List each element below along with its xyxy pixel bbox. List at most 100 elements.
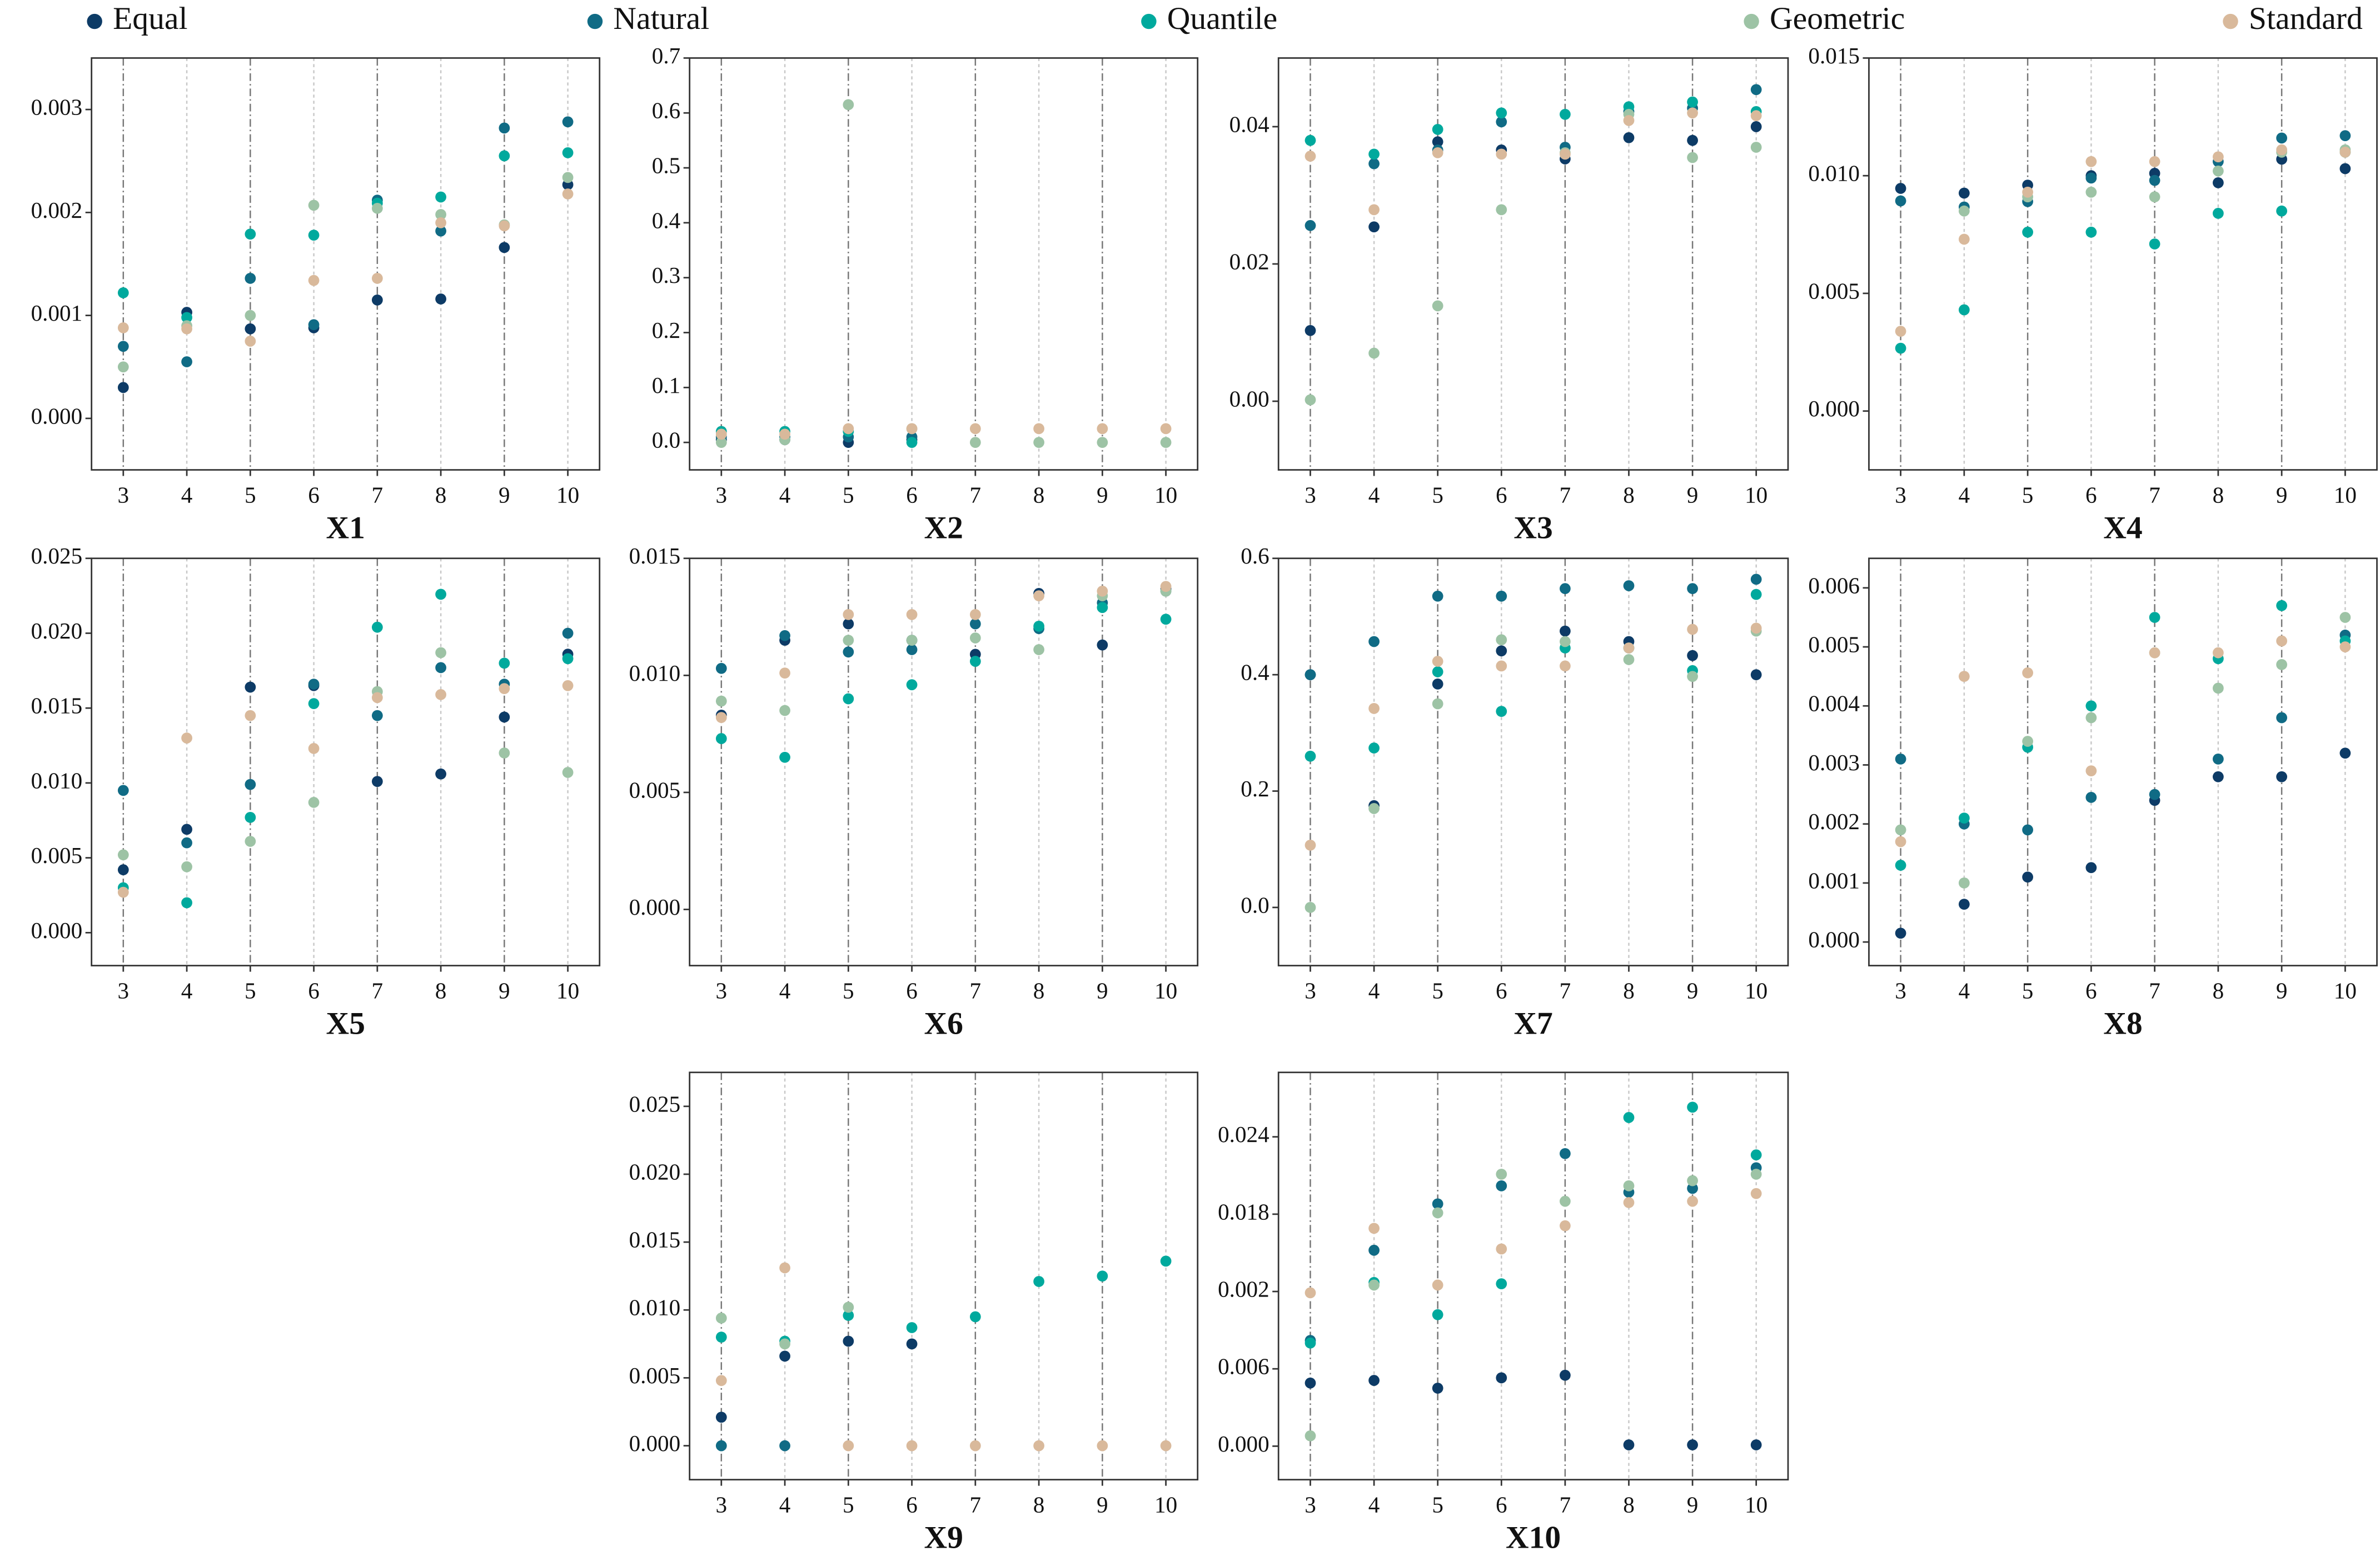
legend-label: Equal xyxy=(113,1,187,36)
point xyxy=(1623,1112,1635,1123)
x-tick-label: 4 xyxy=(181,978,193,1003)
x-tick-label: 6 xyxy=(1496,978,1507,1003)
point xyxy=(1304,220,1316,231)
y-tick-label: 0.010 xyxy=(629,1295,681,1320)
y-tick-label: 0.010 xyxy=(31,767,83,793)
point xyxy=(715,733,727,744)
point xyxy=(499,711,510,723)
point xyxy=(1304,394,1316,406)
point xyxy=(843,1301,854,1313)
point xyxy=(779,630,790,641)
x-tick-label: 7 xyxy=(372,482,384,507)
point xyxy=(1368,1223,1380,1234)
y-tick-label: 0.005 xyxy=(629,1363,681,1388)
x-tick-label: 6 xyxy=(1496,482,1507,507)
point xyxy=(1432,147,1443,158)
x-tick-label: 8 xyxy=(435,482,447,507)
point xyxy=(1750,589,1762,600)
point xyxy=(562,116,574,128)
point xyxy=(779,1440,790,1452)
point xyxy=(843,99,854,111)
x-tick-label: 9 xyxy=(2276,482,2288,507)
point xyxy=(1368,148,1380,160)
y-tick-label: 0.004 xyxy=(1808,691,1860,716)
point xyxy=(2085,186,2097,198)
x-tick-label: 8 xyxy=(1033,978,1045,1003)
point xyxy=(1496,107,1507,119)
point xyxy=(906,1322,918,1333)
point xyxy=(1368,742,1380,754)
point xyxy=(969,618,981,630)
point xyxy=(1560,1148,1571,1159)
point xyxy=(1560,625,1571,637)
point xyxy=(1958,877,1970,889)
x-tick-label: 6 xyxy=(906,1492,918,1518)
point xyxy=(1687,1175,1698,1186)
point xyxy=(2212,771,2224,782)
y-tick-label: 0.002 xyxy=(1218,1276,1269,1301)
point xyxy=(1895,860,1906,871)
y-tick-label: 0.015 xyxy=(1808,43,1860,68)
x-tick-label: 7 xyxy=(970,482,982,507)
x-tick-label: 9 xyxy=(2276,978,2288,1003)
point xyxy=(2149,156,2160,167)
point xyxy=(308,200,320,211)
point xyxy=(1033,423,1044,435)
point xyxy=(2212,647,2224,659)
point xyxy=(308,679,320,690)
point xyxy=(1368,702,1380,714)
y-tick-label: 0.006 xyxy=(1218,1354,1269,1379)
point xyxy=(906,609,918,620)
y-tick-label: 0.4 xyxy=(652,207,680,233)
point xyxy=(1687,624,1698,635)
x-tick-label: 5 xyxy=(843,482,854,507)
point xyxy=(1432,1207,1443,1219)
point xyxy=(435,293,446,305)
point xyxy=(906,423,918,435)
point xyxy=(715,695,727,707)
point xyxy=(2276,205,2288,217)
x-tick-label: 9 xyxy=(499,482,510,507)
point xyxy=(371,273,383,284)
plot-frame xyxy=(689,557,1199,966)
point xyxy=(1432,666,1443,677)
point xyxy=(1958,671,1970,682)
point xyxy=(1496,1278,1507,1289)
x-tick-label: 6 xyxy=(2085,482,2097,507)
point xyxy=(1958,304,1970,316)
point xyxy=(1895,195,1906,207)
x-axis-label: X1 xyxy=(326,511,365,546)
y-tick-label: 0.002 xyxy=(1808,809,1860,834)
point xyxy=(2276,659,2288,670)
x-axis-label: X9 xyxy=(924,1520,963,1555)
point xyxy=(1750,1169,1762,1180)
plot-frame xyxy=(1868,57,2378,471)
point xyxy=(1432,1383,1443,1394)
point xyxy=(1958,205,1970,217)
point xyxy=(969,609,981,620)
point xyxy=(1687,134,1698,146)
point xyxy=(245,310,256,321)
point xyxy=(969,423,981,435)
x-axis-label: X8 xyxy=(2103,1006,2142,1041)
x-tick-label: 5 xyxy=(245,482,256,507)
y-tick-label: 0.1 xyxy=(652,372,680,398)
point xyxy=(2149,612,2160,623)
x-tick-label: 8 xyxy=(1623,978,1635,1003)
x-tick-label: 10 xyxy=(1154,978,1177,1003)
point xyxy=(1560,1220,1571,1231)
point xyxy=(1623,642,1635,654)
point xyxy=(435,768,446,780)
point xyxy=(2339,612,2351,623)
point xyxy=(435,689,446,700)
x-tick-label: 5 xyxy=(2022,978,2034,1003)
x-tick-label: 9 xyxy=(499,978,510,1003)
y-tick-label: 0.6 xyxy=(1241,543,1269,568)
point xyxy=(2022,226,2033,238)
point xyxy=(969,656,981,667)
point xyxy=(1750,622,1762,634)
y-tick-label: 0.002 xyxy=(31,197,83,223)
legend-marker xyxy=(587,13,603,29)
point xyxy=(2022,736,2033,747)
x-tick-label: 8 xyxy=(1033,1492,1045,1518)
